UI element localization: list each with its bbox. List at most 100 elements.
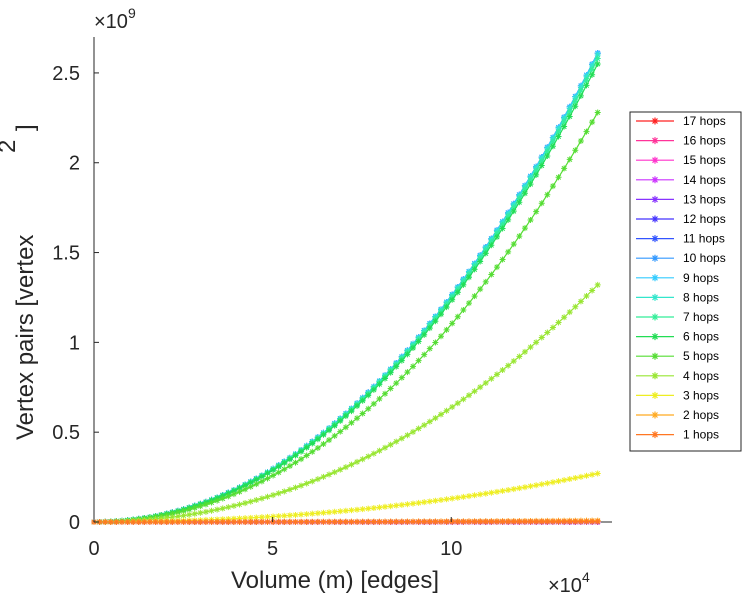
series-marker <box>533 518 540 525</box>
series-10-hops <box>91 50 601 525</box>
legend-item: 13 hops <box>636 192 726 206</box>
series-marker <box>544 152 551 159</box>
series-marker <box>516 233 523 240</box>
series-marker <box>370 386 377 393</box>
legend-label: 16 hops <box>683 134 726 148</box>
series-marker <box>566 105 573 112</box>
series-marker <box>230 518 237 525</box>
series-marker <box>107 519 114 525</box>
series-marker <box>298 518 305 525</box>
series-marker <box>202 508 209 515</box>
series-marker <box>270 466 277 473</box>
series-marker <box>572 98 579 105</box>
series-marker <box>102 519 109 525</box>
series-marker <box>393 363 400 370</box>
series-marker <box>230 491 237 498</box>
series-marker <box>376 518 383 525</box>
series-marker <box>264 493 271 500</box>
series-marker <box>538 481 545 488</box>
series-marker <box>460 396 467 403</box>
series-marker <box>270 472 277 479</box>
series-marker <box>510 208 517 215</box>
series-marker <box>533 208 540 215</box>
series-marker <box>460 281 467 288</box>
y-multiplier-exponent: 9 <box>128 5 136 21</box>
series-marker <box>538 334 545 341</box>
series-marker <box>258 514 265 521</box>
series-marker <box>549 518 556 525</box>
series-marker <box>488 489 495 496</box>
series-marker <box>549 143 556 150</box>
series-marker <box>410 363 417 370</box>
series-marker <box>230 515 237 522</box>
y-tick-label: 0.5 <box>52 422 80 444</box>
legend-label: 3 hops <box>683 388 719 402</box>
legend-marker <box>651 352 659 360</box>
series-marker <box>521 190 528 197</box>
series-marker <box>219 505 226 512</box>
series-marker <box>247 498 254 505</box>
series-marker <box>214 518 221 525</box>
series-marker <box>499 518 506 525</box>
series-line <box>93 52 599 523</box>
series-marker <box>337 508 344 515</box>
series-marker <box>365 505 372 512</box>
legend-label: 8 hops <box>683 290 719 304</box>
series-6-hops <box>91 60 601 525</box>
series-marker <box>493 233 500 240</box>
series-marker <box>421 422 428 429</box>
series-marker <box>594 109 601 116</box>
legend-marker <box>651 215 659 223</box>
y-tick-label: 2.5 <box>52 63 80 85</box>
series-marker <box>382 518 389 525</box>
series-marker <box>264 470 271 477</box>
series-marker <box>376 447 383 454</box>
legend-item: 16 hops <box>636 134 726 148</box>
series-marker <box>180 507 187 514</box>
series-marker <box>393 502 400 509</box>
series-marker <box>303 511 310 518</box>
series-marker <box>342 518 349 525</box>
series-marker <box>477 286 484 293</box>
series-marker <box>527 518 534 525</box>
series-marker <box>566 108 573 115</box>
series-marker <box>510 518 517 525</box>
series-marker <box>538 518 545 525</box>
series-1-hops <box>91 518 601 525</box>
series-marker <box>281 488 288 495</box>
series-marker <box>158 518 165 525</box>
series-marker <box>493 264 500 271</box>
series-marker <box>443 518 450 525</box>
series-marker <box>236 488 243 495</box>
series-marker <box>589 287 596 294</box>
y-axis-label-close: ] <box>12 124 39 131</box>
legend-items: 17 hops 16 hops 15 hops 14 hops 13 hops 12 ho… <box>636 114 726 442</box>
series-marker <box>275 463 282 470</box>
series-marker <box>471 293 478 300</box>
series-marker <box>275 490 282 497</box>
series-marker <box>505 248 512 255</box>
series-marker <box>247 479 254 486</box>
series-marker <box>465 392 472 399</box>
legend-item: 3 hops <box>636 388 719 402</box>
x-tick-label: 10 <box>440 538 462 560</box>
series-marker <box>225 490 232 497</box>
legend-label: 13 hops <box>683 192 726 206</box>
series-marker <box>521 348 528 355</box>
series-marker <box>510 204 517 211</box>
series-marker <box>594 60 601 67</box>
legend-marker <box>651 411 659 419</box>
y-tick-label: 2 <box>69 153 80 175</box>
series-marker <box>320 431 327 438</box>
series-marker <box>589 66 596 73</box>
series-marker <box>236 515 243 522</box>
series-marker <box>516 195 523 202</box>
series-marker <box>186 518 193 525</box>
legend-label: 7 hops <box>683 310 719 324</box>
series-marker <box>521 186 528 193</box>
series-marker <box>499 256 506 263</box>
series-marker <box>561 477 568 484</box>
legend-marker <box>651 372 659 380</box>
series-marker <box>566 476 573 483</box>
